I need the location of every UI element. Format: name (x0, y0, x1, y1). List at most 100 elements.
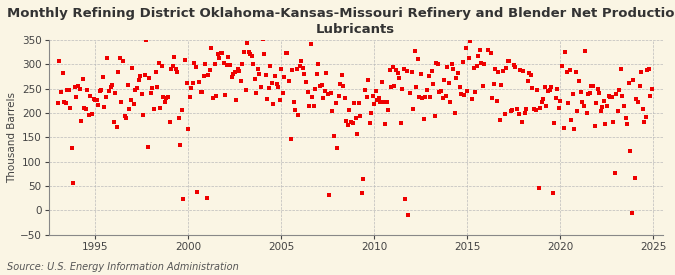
Point (77, 77, 88, 81)
Point (192, 190, 203, 194)
Point (113, 70, 124, 74)
Point (575, 90, 586, 94)
Point (439, 78, 450, 82)
Point (464, 56, 475, 60)
Point (526, 73, 537, 78)
Point (254, 72, 265, 76)
Point (400, 197, 410, 202)
Point (221, 63, 232, 67)
Point (195, 90, 206, 94)
Point (361, 95, 372, 100)
Point (622, 121, 632, 126)
Point (267, 80, 277, 85)
Point (373, 96, 384, 100)
Point (265, 64, 276, 68)
Point (186, 86, 196, 91)
Point (189, 60, 200, 65)
Point (580, 49, 591, 54)
Point (208, 95, 219, 100)
Point (55, 90, 66, 95)
Point (620, 116, 631, 120)
Point (564, 68, 575, 72)
Point (158, 95, 169, 99)
Point (330, 101, 341, 105)
Point (625, 149, 636, 153)
Point (251, 90, 262, 95)
Point (188, 80, 198, 85)
Point (132, 86, 142, 90)
Point (296, 59, 306, 63)
Point (178, 197, 189, 202)
Point (468, 65, 479, 70)
Point (257, 36, 268, 41)
Point (512, 107, 522, 111)
Point (367, 94, 378, 98)
Point (63, 87, 74, 92)
Point (451, 75, 462, 80)
Point (495, 118, 506, 123)
Point (217, 51, 227, 55)
Point (333, 94, 344, 99)
Point (631, 96, 642, 101)
Point (170, 67, 181, 72)
Point (256, 84, 267, 89)
Point (384, 68, 395, 72)
Point (481, 24, 491, 29)
Point (175, 142, 186, 147)
Point (501, 65, 512, 70)
Point (484, 30, 495, 34)
Point (453, 71, 464, 75)
Point (642, 67, 653, 72)
Point (493, 70, 504, 75)
Point (510, 65, 521, 70)
Point (576, 100, 587, 104)
Point (362, 78, 373, 82)
Point (592, 86, 603, 91)
Point (294, 64, 305, 68)
Point (356, 191, 367, 196)
Point (595, 109, 606, 113)
Point (366, 111, 377, 115)
Point (73, 84, 84, 89)
Point (605, 95, 616, 100)
Point (101, 95, 111, 99)
Point (539, 84, 550, 89)
Point (406, 70, 417, 74)
Point (147, 86, 158, 90)
Point (144, 76, 155, 80)
Point (96, 88, 107, 92)
Point (396, 120, 406, 125)
Point (300, 80, 311, 84)
Point (475, 48, 485, 53)
Point (248, 62, 259, 66)
Point (513, 112, 524, 116)
Point (302, 90, 313, 94)
Point (414, 95, 425, 99)
Point (570, 70, 581, 75)
Point (378, 100, 389, 104)
Point (504, 59, 514, 64)
Point (318, 96, 329, 100)
Point (203, 73, 214, 77)
Point (92, 103, 103, 108)
Point (554, 106, 564, 111)
Point (246, 54, 257, 59)
Point (122, 83, 133, 87)
Point (423, 74, 434, 78)
Point (53, 101, 63, 106)
Point (408, 107, 418, 111)
Point (177, 108, 188, 112)
Point (530, 107, 541, 112)
Point (443, 80, 454, 85)
Point (148, 106, 159, 111)
Point (563, 101, 574, 105)
Point (610, 171, 620, 176)
Point (150, 70, 161, 74)
Point (57, 71, 68, 76)
Point (194, 79, 205, 84)
Point (381, 100, 392, 104)
Point (183, 127, 194, 131)
Point (375, 100, 386, 104)
Point (287, 68, 298, 72)
Point (545, 84, 556, 89)
